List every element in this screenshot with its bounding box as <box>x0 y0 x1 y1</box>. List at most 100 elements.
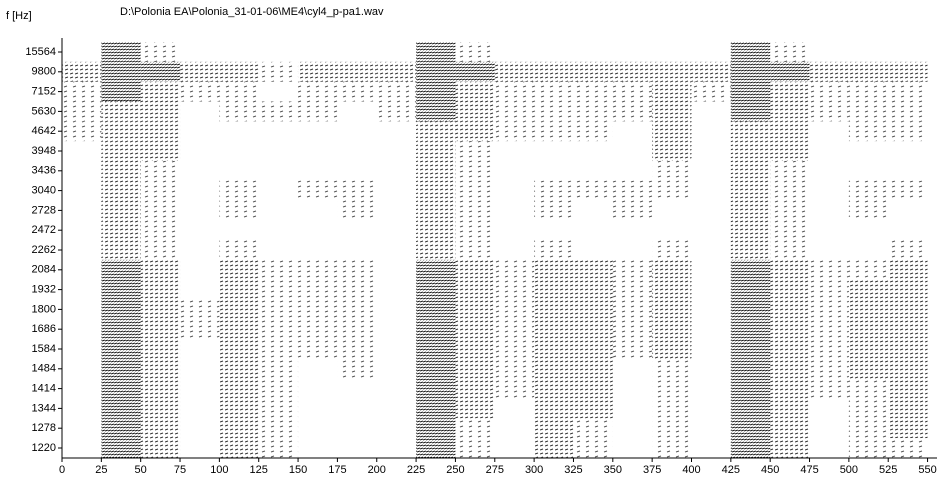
spectral-cell <box>219 418 259 439</box>
spectral-cell <box>416 200 456 221</box>
spectral-cell <box>770 339 810 359</box>
spectral-cell <box>101 180 141 201</box>
spectral-cell <box>573 121 613 142</box>
spectral-cell <box>770 121 810 142</box>
spectral-cell <box>888 378 928 399</box>
y-tick-label: 3040 <box>32 185 56 197</box>
spectral-cell <box>416 259 456 280</box>
spectral-cell <box>730 378 771 399</box>
spectral-cell <box>258 279 299 300</box>
spectral-cell <box>730 141 771 161</box>
spectral-cell <box>888 279 928 300</box>
spectral-cell <box>455 61 495 82</box>
spectral-cell <box>416 180 456 201</box>
spectral-cell <box>848 279 889 300</box>
spectral-cell <box>809 358 849 379</box>
spectral-cell <box>62 81 102 102</box>
spectral-cell <box>534 358 574 379</box>
spectral-cell <box>534 438 574 458</box>
spectral-cell <box>416 279 456 300</box>
spectral-cell <box>219 378 259 399</box>
spectral-cell <box>455 200 495 221</box>
spectral-cell <box>180 61 220 82</box>
spectral-cell <box>416 418 456 439</box>
spectral-cell <box>416 299 456 320</box>
spectral-cell <box>770 299 810 320</box>
spectral-cell <box>730 418 771 439</box>
spectral-cell <box>652 160 692 181</box>
spectral-cell <box>101 339 141 359</box>
spectral-cell <box>376 101 417 122</box>
spectral-cell <box>652 121 692 142</box>
y-tick-label: 1484 <box>32 363 56 375</box>
spectral-cell <box>140 160 181 181</box>
spectral-cell <box>337 81 377 102</box>
spectral-cell <box>455 279 495 300</box>
spectral-cell <box>494 121 535 142</box>
spectral-cell <box>258 339 299 359</box>
spectral-cell <box>140 279 181 300</box>
y-tick-label: 9800 <box>32 66 56 78</box>
spectral-cell <box>809 279 849 300</box>
spectral-cell <box>140 200 181 221</box>
spectral-cell <box>848 358 889 379</box>
x-tick-label: 475 <box>800 464 818 476</box>
spectral-cell <box>691 61 731 82</box>
spectral-cell <box>534 339 574 359</box>
spectral-cell <box>573 358 613 379</box>
spectral-cell <box>809 81 849 102</box>
spectral-cell <box>455 398 495 419</box>
x-tick-label: 450 <box>761 464 779 476</box>
spectral-cell <box>494 61 535 82</box>
spectral-cell <box>770 438 810 458</box>
spectral-cell <box>848 339 889 359</box>
x-tick-label: 0 <box>59 464 65 476</box>
x-tick-label: 200 <box>368 464 386 476</box>
spectral-cell <box>612 259 653 280</box>
spectral-cell <box>219 240 259 260</box>
spectral-cell <box>534 319 574 340</box>
spectral-cell <box>219 180 259 201</box>
spectral-cell <box>848 200 889 221</box>
spectral-cell <box>809 378 849 399</box>
spectral-cell <box>140 101 181 122</box>
y-tick-label: 15564 <box>25 46 56 58</box>
spectral-cell <box>770 398 810 419</box>
spectral-cell <box>337 339 377 359</box>
spectral-cell <box>573 259 613 280</box>
spectral-cell <box>140 398 181 419</box>
y-tick-label: 1344 <box>32 402 56 414</box>
spectral-cell <box>455 160 495 181</box>
spectral-cell <box>730 259 771 280</box>
spectral-cell <box>101 141 141 161</box>
spectral-cell <box>140 378 181 399</box>
chart-title: D:\Polonia EA\Polonia_31-01-06\ME4\cyl4_… <box>120 6 384 18</box>
spectral-cell <box>652 101 692 122</box>
spectral-cell <box>494 279 535 300</box>
spectral-cell <box>101 378 141 399</box>
x-tick-label: 225 <box>407 464 425 476</box>
spectral-cell <box>573 319 613 340</box>
spectral-cell <box>101 259 141 280</box>
spectral-cell <box>730 200 771 221</box>
spectral-cell <box>573 279 613 300</box>
x-tick-label: 350 <box>604 464 622 476</box>
spectral-cell <box>652 319 692 340</box>
spectral-cell <box>770 61 810 82</box>
x-tick-label: 25 <box>95 464 107 476</box>
spectral-cell <box>416 240 456 260</box>
spectral-cell <box>888 339 928 359</box>
spectral-cell <box>888 358 928 379</box>
spectral-cell <box>455 220 495 241</box>
spectral-cell <box>848 438 889 458</box>
spectral-cell <box>101 42 141 62</box>
spectral-cell <box>258 299 299 320</box>
y-tick-label: 1278 <box>32 422 56 434</box>
spectral-cell <box>730 438 771 458</box>
spectral-cell <box>62 101 102 122</box>
spectral-cell <box>258 319 299 340</box>
spectral-cell <box>573 418 613 439</box>
spectral-cell <box>652 299 692 320</box>
spectral-cell <box>494 339 535 359</box>
